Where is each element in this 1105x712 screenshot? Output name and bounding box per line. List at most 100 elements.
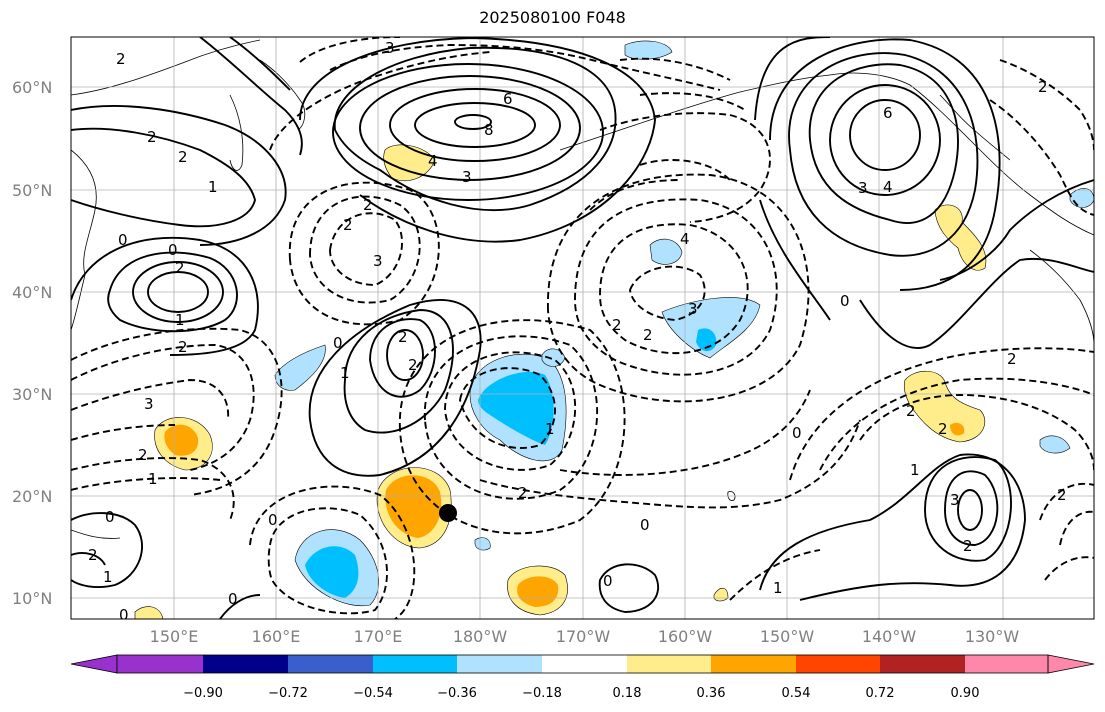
lon-label: 150°W: [760, 627, 815, 646]
lat-label: 60°N: [12, 78, 52, 97]
lon-label: 170°W: [556, 627, 611, 646]
contour-label: 1: [148, 470, 158, 488]
colorbar-extend-low: [70, 654, 118, 674]
storm-position-marker: [439, 504, 457, 522]
coastlines: [71, 39, 1094, 539]
lat-label: 40°N: [12, 283, 52, 302]
contour-label: 2: [938, 420, 948, 438]
colorbar-tick-label: 0.90: [951, 686, 980, 701]
colorbar-tick-label: 0.36: [697, 686, 726, 701]
contour-label: 0: [840, 292, 850, 310]
contour-label: 2: [1007, 350, 1017, 368]
colorbar-tick-label: 0.18: [613, 686, 642, 701]
contour-label: 0: [333, 334, 343, 352]
contour-label: 0: [168, 241, 178, 259]
contour-label: 1: [103, 568, 113, 586]
contour-label: 3: [950, 491, 960, 509]
contour-label: 2: [178, 148, 188, 166]
contour-label: 3: [144, 395, 154, 413]
lat-label: 10°N: [12, 589, 52, 608]
contour-label: 2: [643, 326, 653, 344]
contour-label: 2: [178, 338, 188, 356]
dashed-contours: [71, 37, 1094, 619]
contour-label: 2: [147, 128, 157, 146]
contour-label: 1: [910, 461, 920, 479]
lon-label: 150°E: [150, 627, 199, 646]
lat-label: 50°N: [12, 181, 52, 200]
contour-label: 4: [680, 230, 690, 248]
latitude-labels: 60°N 50°N 40°N 30°N 20°N 10°N: [12, 78, 52, 608]
contour-label: 1: [175, 311, 185, 329]
contour-label: 6: [503, 90, 513, 108]
contour-label: 2: [612, 316, 622, 334]
contour-label: 2: [963, 537, 973, 555]
contour-label: 1: [208, 178, 218, 196]
lat-label: 30°N: [12, 385, 52, 404]
colorbar-tick-label: −0.54: [353, 686, 393, 701]
colorbar-segment: [288, 655, 373, 673]
contour-label: 0: [228, 590, 238, 608]
colorbar-tick-label: −0.72: [268, 686, 308, 701]
contour-label: 0: [603, 572, 613, 590]
colorbar-tick-label: 0.54: [782, 686, 811, 701]
colorbar-tick-label: −0.18: [522, 686, 562, 701]
contour-label: 3: [385, 39, 395, 57]
contour-label: 2: [1057, 486, 1067, 504]
colorbar-tick-label: −0.90: [183, 686, 223, 701]
contour-label: 1: [545, 420, 555, 438]
contour-label: 1: [340, 364, 350, 382]
colorbar-segment: [542, 655, 627, 673]
lon-label: 160°W: [658, 627, 713, 646]
colorbar: −0.90 −0.72 −0.54 −0.36 −0.18 0.18 0.36 …: [70, 654, 1095, 701]
contour-label: 3: [462, 168, 472, 186]
contour-label: 0: [640, 516, 650, 534]
contour-label: 2: [1038, 78, 1048, 96]
map-plot-area: 2 2 1 2 3 6 8 4 3 6 3 4 2 1 0 0 2 2 2 3 …: [71, 37, 1094, 624]
contour-label: 0: [268, 511, 278, 529]
solid-contours: [71, 37, 1094, 619]
contour-label: 0: [119, 606, 129, 624]
colorbar-segment: [203, 655, 288, 673]
lon-label: 170°E: [354, 627, 403, 646]
contour-label: 2: [116, 50, 126, 68]
colorbar-segment: [627, 655, 711, 673]
contour-label: 2: [408, 356, 418, 374]
contour-label: 0: [792, 424, 802, 442]
colorbar-segment: [965, 655, 1048, 673]
colorbar-segment: [117, 655, 203, 673]
colorbar-tick-label: 0.72: [866, 686, 895, 701]
contour-label: 2: [88, 546, 98, 564]
contour-label: 4: [883, 178, 893, 196]
contour-label: 2: [518, 484, 528, 502]
contour-label: 6: [883, 104, 893, 122]
contour-label: 3: [858, 179, 868, 197]
contour-label: 2: [343, 216, 353, 234]
contour-label: 3: [373, 252, 383, 270]
colorbar-segment: [711, 655, 796, 673]
colorbar-segment: [457, 655, 542, 673]
lon-label: 160°E: [252, 627, 301, 646]
contour-label: 0: [105, 508, 115, 526]
lon-label: 180°W: [453, 627, 508, 646]
contour-label: 0: [118, 231, 128, 249]
colorbar-segment: [373, 655, 457, 673]
contour-label: 2: [363, 196, 373, 214]
contour-labels: 2 2 1 2 3 6 8 4 3 6 3 4 2 1 0 0 2 2 2 3 …: [88, 39, 1067, 624]
contour-label: 2: [138, 446, 148, 464]
lon-label: 130°W: [965, 627, 1020, 646]
shaded-anomalies: [134, 40, 1094, 619]
colorbar-segment: [880, 655, 965, 673]
contour-label: 2: [175, 259, 185, 277]
longitude-labels: 150°E 160°E 170°E 180°W 170°W 160°W 150°…: [150, 627, 1020, 646]
contour-label: 2: [398, 328, 408, 346]
colorbar-tick-label: −0.36: [437, 686, 477, 701]
contour-label: 1: [773, 579, 783, 597]
colorbar-segment: [796, 655, 880, 673]
contour-label: 2: [906, 402, 916, 420]
lat-label: 20°N: [12, 487, 52, 506]
lon-label: 140°W: [862, 627, 917, 646]
colorbar-extend-high: [1047, 654, 1095, 674]
contour-label: 8: [484, 121, 494, 139]
gridlines: [71, 37, 1094, 619]
